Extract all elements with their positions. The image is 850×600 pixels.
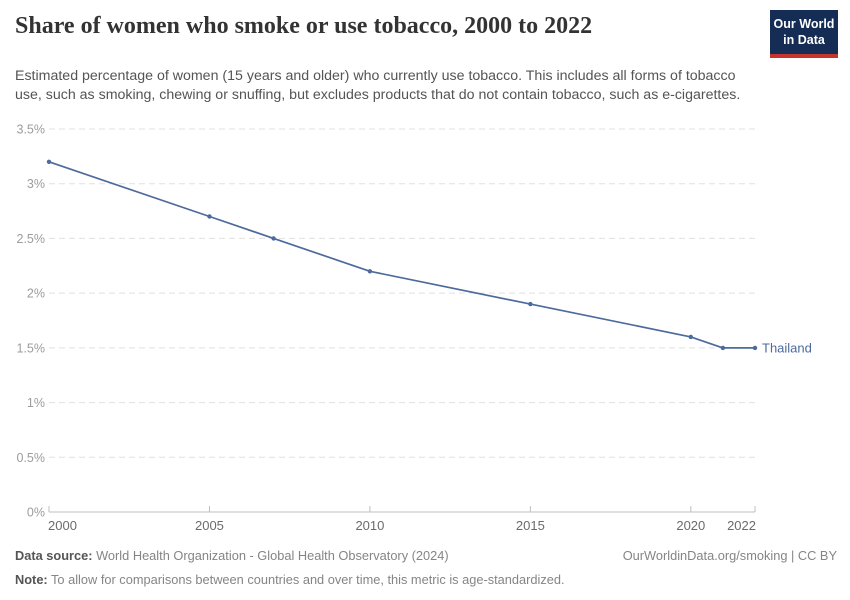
- data-point-marker[interactable]: [528, 301, 533, 307]
- y-tick-label: 1%: [27, 396, 45, 410]
- x-tick-label: 2010: [355, 518, 384, 533]
- data-point-marker[interactable]: [367, 269, 373, 274]
- data-point-marker[interactable]: [688, 334, 693, 340]
- logo-line1: Our World: [773, 17, 835, 31]
- logo-line2: in Data: [783, 32, 825, 47]
- data-point-marker[interactable]: [720, 345, 726, 351]
- page-title: Share of women who smoke or use tobacco,…: [15, 13, 593, 39]
- note-label: Note:: [15, 572, 48, 588]
- y-tick-label: 3.5%: [17, 123, 46, 137]
- data-point-marker[interactable]: [271, 236, 276, 241]
- data-source-line: Data source: World Health Organization -…: [15, 547, 449, 564]
- series-end-label[interactable]: Thailand: [762, 340, 812, 355]
- data-source-label: Data source:: [15, 548, 93, 563]
- x-tick-label: 2022: [727, 518, 756, 533]
- y-tick-label: 1.5%: [17, 341, 46, 355]
- chart-subtitle: Estimated percentage of women (15 years …: [15, 68, 741, 103]
- owid-logo[interactable]: Our World in Data: [770, 10, 838, 59]
- note-text: To allow for comparisons between countri…: [47, 572, 565, 588]
- x-tick-label: 2005: [195, 518, 224, 533]
- footer: Data source: World Health Organization -…: [15, 547, 837, 589]
- data-point-marker[interactable]: [752, 345, 758, 351]
- footer-source-row: Data source: World Health Organization -…: [15, 547, 837, 564]
- y-tick-label: 0.5%: [17, 451, 46, 465]
- data-source-text: World Health Organization - Global Healt…: [92, 548, 449, 563]
- y-tick-label: 2%: [27, 287, 45, 301]
- x-tick-label: 2015: [516, 518, 545, 533]
- owid-cc-link[interactable]: OurWorldinData.org/smoking | CC BY: [622, 548, 837, 563]
- series-line[interactable]: [48, 160, 755, 349]
- x-tick-label: 2000: [48, 518, 77, 533]
- header: Share of women who smoke or use tobacco,…: [15, 10, 838, 59]
- x-tick-label: 2020: [676, 518, 705, 533]
- data-point-marker[interactable]: [46, 159, 52, 164]
- y-tick-label: 0%: [27, 506, 45, 520]
- series-thailand[interactable]: Thailand: [46, 159, 812, 356]
- footer-note-row: Note: To allow for comparisons between c…: [15, 571, 837, 588]
- y-tick-label: 3%: [27, 177, 45, 191]
- data-point-marker[interactable]: [207, 214, 212, 219]
- y-tick-label: 2.5%: [17, 232, 46, 246]
